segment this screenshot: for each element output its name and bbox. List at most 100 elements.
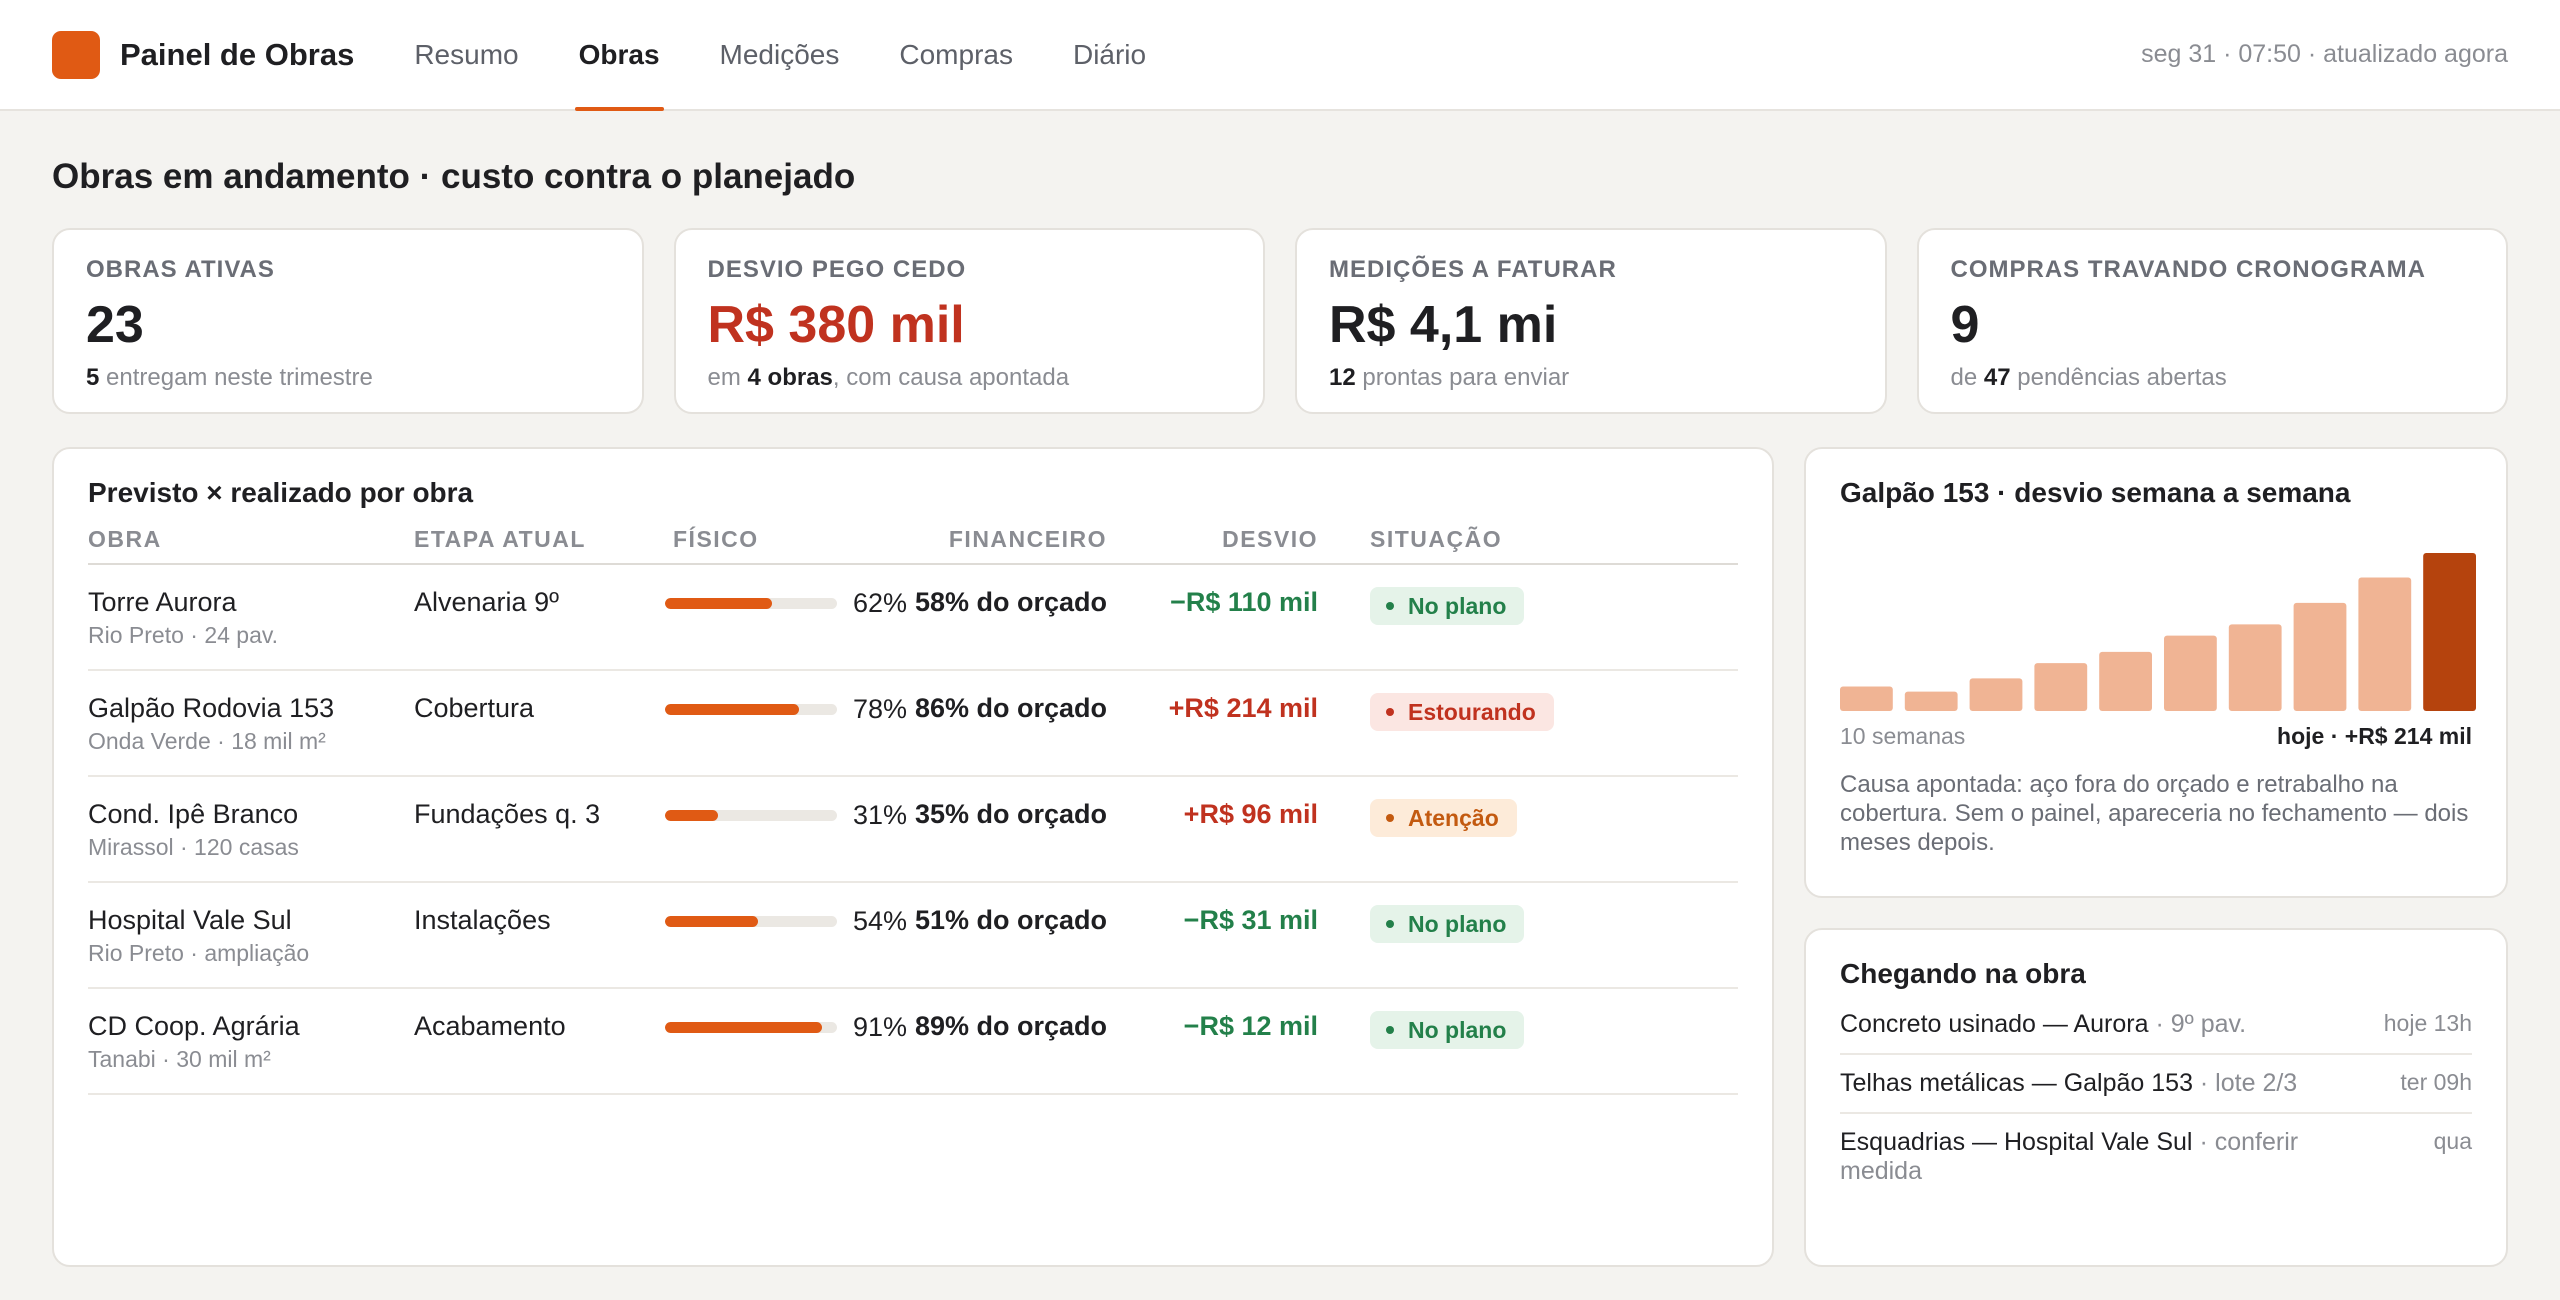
etapa-label: Fundações q. 3 <box>414 799 601 829</box>
fisico-cell: 31% <box>665 799 913 831</box>
kpi-card-desvio[interactable]: DESVIO PEGO CEDO R$ 380 mil em 4 obras, … <box>673 228 1265 414</box>
status-label: Estourando <box>1408 698 1536 725</box>
kpi-subtext: de 47 pendências abertas <box>1950 364 2227 391</box>
chart-bar-current <box>2423 553 2476 711</box>
status-dot-icon <box>1386 1026 1394 1034</box>
header-fisico[interactable]: FÍSICO <box>673 525 759 552</box>
obra-cell: Galpão Rodovia 153 Onda Verde · 18 mil m… <box>88 693 414 755</box>
kpi-card-compras[interactable]: COMPRAS TRAVANDO CRONOGRAMA 9 de 47 pend… <box>1916 228 2508 414</box>
chart-bar <box>1904 691 1958 711</box>
obras-table-card: Previsto × realizado por obra OBRA ETAPA… <box>52 447 1774 1267</box>
tab-diario[interactable]: Diário <box>1072 38 1147 70</box>
etapa-label: Instalações <box>414 905 551 935</box>
arrival-description: Telhas metálicas — Galpão 153 · lote 2/3 <box>1840 1069 2298 1097</box>
obra-name[interactable]: CD Coop. Agrária <box>88 1011 300 1041</box>
status-label: No plano <box>1408 1016 1507 1043</box>
desvio-cell: −R$ 31 mil <box>1107 905 1318 936</box>
update-status: seg 31 · 07:50 · atualizado agora <box>2141 40 2508 68</box>
header-desvio[interactable]: DESVIO <box>1222 525 1318 552</box>
obra-cell: Hospital Vale Sul Rio Preto · ampliação <box>88 905 414 967</box>
etapa-cell: Alvenaria 9º <box>414 587 673 618</box>
header-obra[interactable]: OBRA <box>88 525 162 552</box>
table-row[interactable]: Galpão Rodovia 153 Onda Verde · 18 mil m… <box>88 671 1738 777</box>
brand[interactable]: Painel de Obras <box>52 30 354 79</box>
progress-bar-fill <box>665 703 800 715</box>
table-row[interactable]: Cond. Ipê Branco Mirassol · 120 casas Fu… <box>88 777 1738 883</box>
chart-bar <box>2293 602 2347 711</box>
obra-name[interactable]: Galpão Rodovia 153 <box>88 693 335 723</box>
financeiro-cell: 58% do orçado <box>913 587 1107 618</box>
table-row[interactable]: CD Coop. Agrária Tanabi · 30 mil m² Acab… <box>88 989 1738 1095</box>
situacao-cell: No plano <box>1318 905 1578 943</box>
list-item[interactable]: Esquadrias — Hospital Vale Sul · conferi… <box>1840 1114 2472 1200</box>
page-title: Obras em andamento · custo contra o plan… <box>52 157 856 196</box>
status-badge: Atenção <box>1370 799 1517 837</box>
status-badge: No plano <box>1370 1011 1525 1049</box>
status-badge: Estourando <box>1370 693 1554 731</box>
status-dot-icon <box>1386 708 1394 716</box>
progress-bar-fill <box>665 1021 822 1033</box>
progress-percent: 31% <box>853 799 908 830</box>
financeiro-cell: 51% do orçado <box>913 905 1107 936</box>
status-dot-icon <box>1386 920 1394 928</box>
chart-bar <box>1840 686 1893 711</box>
financeiro-value: 35% do orçado <box>914 799 1107 829</box>
desvio-value: −R$ 12 mil <box>1183 1011 1318 1041</box>
progress-percent: 54% <box>853 905 908 936</box>
progress-percent: 78% <box>853 693 908 724</box>
top-bar: Painel de Obras Resumo Obras Medições Co… <box>0 0 2560 111</box>
tab-resumo[interactable]: Resumo <box>414 38 519 70</box>
tab-compras[interactable]: Compras <box>899 38 1013 70</box>
header-situacao[interactable]: SITUAÇÃO <box>1370 525 1503 552</box>
financeiro-value: 89% do orçado <box>914 1011 1107 1041</box>
obra-location: Tanabi · 30 mil m² <box>88 1046 271 1072</box>
table-body: Torre Aurora Rio Preto · 24 pav. Alvenar… <box>88 565 1738 1095</box>
etapa-cell: Instalações <box>414 905 673 936</box>
right-column: Galpão 153 · desvio semana a semana 10 s… <box>1804 447 2508 1267</box>
table-row[interactable]: Torre Aurora Rio Preto · 24 pav. Alvenar… <box>88 565 1738 671</box>
kpi-subtext: em 4 obras, com causa apontada <box>707 364 1070 391</box>
chart-bar <box>2099 651 2152 711</box>
lower-section: Previsto × realizado por obra OBRA ETAPA… <box>52 447 2508 1267</box>
header-etapa[interactable]: ETAPA ATUAL <box>414 525 586 552</box>
fisico-cell: 91% <box>665 1011 913 1043</box>
etapa-cell: Cobertura <box>414 693 673 724</box>
etapa-label: Cobertura <box>414 693 535 723</box>
etapa-label: Acabamento <box>414 1011 566 1041</box>
progress-bar <box>665 1021 837 1033</box>
list-item[interactable]: Telhas metálicas — Galpão 153 · lote 2/3… <box>1840 1055 2472 1114</box>
desvio-cell: −R$ 12 mil <box>1107 1011 1318 1042</box>
obra-location: Onda Verde · 18 mil m² <box>88 728 326 754</box>
obra-name[interactable]: Cond. Ipê Branco <box>88 799 299 829</box>
kpi-card-medicoes[interactable]: MEDIÇÕES A FATURAR R$ 4,1 mi 12 prontas … <box>1295 228 1887 414</box>
desvio-value: −R$ 110 mil <box>1170 587 1318 617</box>
header-financeiro[interactable]: FINANCEIRO <box>948 525 1107 552</box>
obra-name[interactable]: Hospital Vale Sul <box>88 905 292 935</box>
obra-cell: Torre Aurora Rio Preto · 24 pav. <box>88 587 414 649</box>
status-badge: No plano <box>1370 905 1525 943</box>
chart-bar <box>2358 577 2412 711</box>
status-badge: No plano <box>1370 587 1525 625</box>
progress-bar-fill <box>665 809 719 821</box>
list-item[interactable]: Concreto usinado — Aurora · 9º pav. hoje… <box>1840 1010 2472 1055</box>
obra-name[interactable]: Torre Aurora <box>88 587 237 617</box>
progress-bar <box>665 915 837 927</box>
arrival-description: Esquadrias — Hospital Vale Sul · conferi… <box>1840 1128 2299 1185</box>
tab-medicoes[interactable]: Medições <box>719 38 840 70</box>
kpi-card-obras-ativas[interactable]: OBRAS ATIVAS 23 5 entregam neste trimest… <box>52 228 644 414</box>
progress-bar <box>665 809 837 821</box>
tab-obras[interactable]: Obras <box>574 0 664 111</box>
trend-card: Galpão 153 · desvio semana a semana 10 s… <box>1804 447 2508 898</box>
status-label: Atenção <box>1408 804 1499 831</box>
obra-location: Rio Preto · ampliação <box>88 940 310 966</box>
arrivals-title: Chegando na obra <box>1840 958 2086 989</box>
arrival-description: Concreto usinado — Aurora · 9º pav. <box>1840 1010 2247 1038</box>
table-row[interactable]: Hospital Vale Sul Rio Preto · ampliação … <box>88 883 1738 989</box>
desvio-value: −R$ 31 mil <box>1183 905 1318 935</box>
arrivals-card: Chegando na obra Concreto usinado — Auro… <box>1804 928 2508 1267</box>
kpi-label: DESVIO PEGO CEDO <box>707 256 967 283</box>
etapa-cell: Fundações q. 3 <box>414 799 673 830</box>
status-label: No plano <box>1408 910 1507 937</box>
arrival-time: qua <box>2433 1128 2472 1154</box>
financeiro-value: 86% do orçado <box>914 693 1107 723</box>
